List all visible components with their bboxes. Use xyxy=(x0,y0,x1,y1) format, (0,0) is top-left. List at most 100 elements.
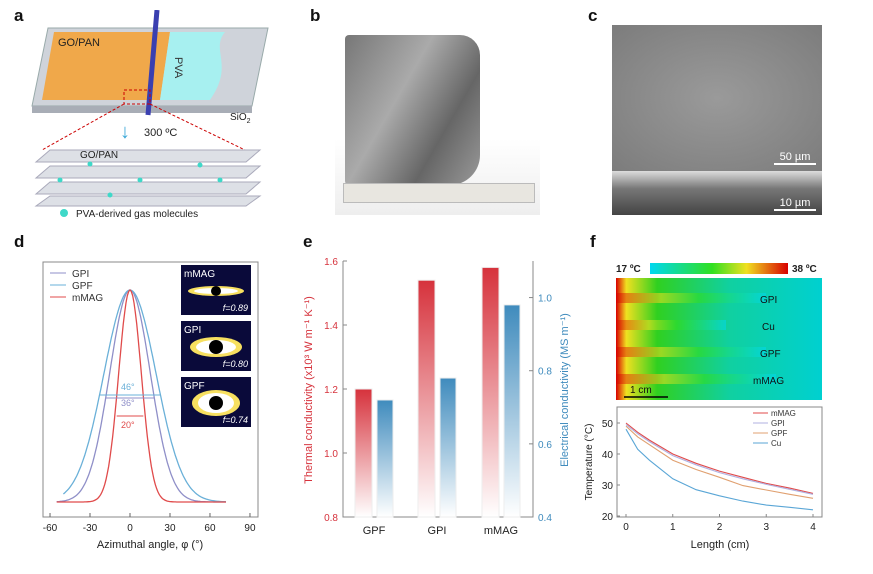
plot-frame xyxy=(42,261,259,518)
down-arrow-icon: ↓ xyxy=(120,121,130,143)
sample-label-cu: Cu xyxy=(762,322,775,333)
series-line-mmag xyxy=(625,422,814,494)
panel-label-f: f xyxy=(590,232,596,251)
panel-label-e: e xyxy=(303,232,313,251)
colorbar xyxy=(650,263,788,274)
y-right-tick-label: 0.4 xyxy=(538,513,552,524)
panel-a-schematic: PVA GO/PAN SiO2 ↓ 300 ºC GO/PAN PVA-deri… xyxy=(31,10,269,220)
series-line-gpf xyxy=(62,289,227,503)
bar-thermal-gpf xyxy=(354,388,373,518)
substrate-edge xyxy=(32,106,252,113)
y-axis-label: Temperature (°C) xyxy=(584,424,595,501)
chart-d: GPIGPFmMAG46°36°20°mMAGf=0.89GPIf=0.80GP… xyxy=(42,261,259,551)
beam-stop xyxy=(209,340,223,354)
x-tick-label: -30 xyxy=(83,523,98,534)
panel-label-c: c xyxy=(588,6,598,25)
gas-molecule-icon xyxy=(60,209,68,217)
fwhm-annotation: 46° xyxy=(121,382,135,392)
sample-strip-gpf xyxy=(616,347,766,357)
beam-stop xyxy=(211,286,221,296)
x-tick-label: 0 xyxy=(623,522,629,533)
sample-strip-gpi xyxy=(616,293,766,303)
scale-bar-label: 1 cm xyxy=(630,385,652,396)
pva-label: PVA xyxy=(172,57,184,79)
series-line-cu xyxy=(625,428,814,511)
sample-label-gpi: GPI xyxy=(760,295,777,306)
legend-label-gpi: GPI xyxy=(72,269,89,280)
y-right-tick-label: 1.0 xyxy=(538,294,552,305)
go-pan-film xyxy=(42,32,170,100)
fwhm-annotation: 20° xyxy=(121,420,135,430)
sem-surface xyxy=(612,25,822,171)
x-tick-label: -60 xyxy=(43,523,58,534)
y-right-tick-label: 0.8 xyxy=(538,367,552,378)
beam-stop xyxy=(209,396,223,410)
y-tick-label: 40 xyxy=(602,450,614,461)
bar-electrical-gpf xyxy=(376,399,394,518)
panel-label-b: b xyxy=(310,6,321,25)
x-tick-label: 90 xyxy=(244,523,256,534)
plot-frame xyxy=(616,406,823,518)
x-tick-label: 60 xyxy=(204,523,216,534)
legend-label-gpf: GPF xyxy=(771,429,788,438)
go-pan-label: GO/PAN xyxy=(58,37,100,49)
x-tick-label: 0 xyxy=(127,523,133,534)
coating-rod xyxy=(145,10,160,116)
pva-layer xyxy=(160,32,225,100)
legend-label-mmag: mMAG xyxy=(72,293,103,304)
x-tick-label: 1 xyxy=(670,522,676,533)
sem-image: 50 µm 10 µm xyxy=(612,25,822,215)
y-tick-label: 30 xyxy=(602,481,614,492)
panel-label-a: a xyxy=(14,6,24,25)
x-tick-label: 30 xyxy=(164,523,176,534)
sample-strip-cu xyxy=(616,320,726,330)
sample-strip-mmag xyxy=(616,374,776,384)
x-tick-label: 3 xyxy=(763,522,769,533)
scale-bar-10um: 10 µm xyxy=(774,197,816,211)
y-tick-label: 1.0 xyxy=(324,449,338,460)
y-tick-label: 1.2 xyxy=(324,385,338,396)
legend-label-mmag: mMAG xyxy=(771,409,796,418)
panel-label-d: d xyxy=(14,232,25,251)
film-photo xyxy=(335,25,540,215)
x-tick-label: GPF xyxy=(363,525,386,537)
graphene-film xyxy=(345,35,480,185)
legend-label-gpf: GPF xyxy=(72,281,93,292)
bar-thermal-gpi xyxy=(417,279,436,518)
y-axis-label: Thermal conductivity (x10³ W m⁻¹ K⁻¹) xyxy=(303,296,315,484)
stack-label: GO/PAN xyxy=(80,150,118,161)
x-tick-label: 2 xyxy=(717,522,723,533)
inset-label: GPF xyxy=(184,381,205,392)
series-line-gpi xyxy=(56,289,226,503)
inset-orientation-factor: f=0.74 xyxy=(223,415,248,425)
x-axis-label: Azimuthal angle, φ (°) xyxy=(97,539,203,551)
y-tick-label: 1.6 xyxy=(324,257,338,268)
sample-label-gpf: GPF xyxy=(760,349,781,360)
sem-cross-section xyxy=(612,171,822,215)
y-right-tick-label: 0.6 xyxy=(538,440,552,451)
x-tick-label: GPI xyxy=(428,525,447,537)
legend-label-gpi: GPI xyxy=(771,419,785,428)
zoom-line-right xyxy=(149,103,246,151)
y-tick-label: 20 xyxy=(602,512,614,523)
x-tick-label: mMAG xyxy=(484,525,518,537)
x-tick-label: 4 xyxy=(810,522,816,533)
gas-legend: PVA-derived gas molecules xyxy=(76,209,198,220)
inset-orientation-factor: f=0.89 xyxy=(223,303,248,313)
chart-e: GPF GPI mMAG 0.8 1.0 1.2 1.4 1.6 0.4 0.6 0.8 1.0 The… xyxy=(303,257,571,537)
step-label: 300 ºC xyxy=(144,127,177,139)
zoom-line-left xyxy=(41,103,125,151)
colorbar-max-label: 38 ºC xyxy=(792,264,817,275)
inset-orientation-factor: f=0.80 xyxy=(223,359,248,369)
inset-label: GPI xyxy=(184,325,201,336)
sample-label-mmag: mMAG xyxy=(753,376,784,387)
series-line-gpi xyxy=(625,424,814,495)
series-line-gpf xyxy=(625,425,814,499)
bar-electrical-gpi xyxy=(439,377,457,518)
series-line-mmag xyxy=(56,289,226,503)
y-right-axis-label: Electrical conductivity (MS m⁻¹) xyxy=(559,313,571,467)
y-tick-label: 50 xyxy=(602,419,614,430)
y-tick-label: 0.8 xyxy=(324,513,338,524)
